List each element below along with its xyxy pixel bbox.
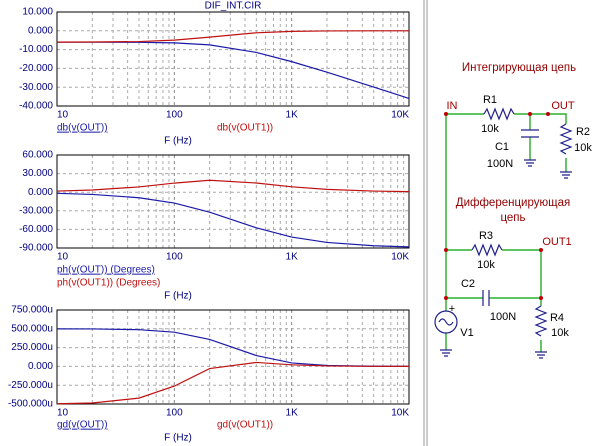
plot-frame	[56, 154, 410, 249]
x-tick-label: 100	[166, 408, 183, 419]
legend-label: gd(v(OUT))	[57, 420, 108, 431]
chart-title: DIF_INT.CIR	[205, 1, 262, 12]
x-tick-label: 100	[166, 252, 183, 263]
x-tick-label: 10	[57, 110, 69, 121]
y-tick-label: -500.000u	[8, 399, 53, 410]
y-tick-label: 0.000	[28, 361, 53, 372]
component-value: 10k	[574, 142, 592, 154]
integrator-title: Интегрирующая цепь	[462, 62, 576, 74]
resistor-r1	[483, 107, 515, 121]
y-tick-label: -60.000	[19, 224, 53, 235]
schematic: Интегрирующая цепь IN R1 10k OUT C1 100N…	[434, 62, 592, 359]
node-label: OUT1	[542, 236, 571, 248]
differentiator-title: Дифференцирующая цепь	[455, 197, 571, 224]
resistor-r3	[471, 243, 503, 257]
plot-area	[57, 12, 409, 106]
resistor-r2	[561, 124, 571, 158]
plots: 10.000 0.000 -10.000 -20.000 -30.000 -40.000 1…	[8, 1, 410, 444]
component-value: 10k	[551, 327, 569, 339]
y-tick-label: 60.000	[22, 150, 53, 161]
series-line	[56, 192, 410, 248]
x-tick-label: 10K	[391, 110, 409, 121]
legend-label: gd(v(OUT1))	[217, 420, 273, 431]
capacitor-c1	[521, 129, 539, 138]
plot-area	[57, 155, 409, 248]
legend-label: db(v(OUT))	[57, 123, 108, 134]
plot-area	[57, 310, 409, 404]
x-tick-label: 1K	[286, 252, 299, 263]
component-label: V1	[460, 327, 473, 339]
grounds-top	[524, 159, 572, 179]
y-tick-label: 750.000u	[11, 305, 53, 316]
series-line	[56, 179, 410, 193]
series-line	[56, 361, 410, 405]
y-tick-label: -30.000	[19, 82, 53, 93]
y-tick-label: 250.000u	[11, 342, 53, 353]
y-tick-label: -30.000	[19, 205, 53, 216]
component-value: 100N	[490, 311, 516, 323]
y-tick-label: -250.000u	[8, 380, 53, 391]
source-v1	[434, 310, 458, 334]
source-symbol	[438, 318, 454, 326]
y-tick-label: -90.000	[19, 243, 53, 254]
legend-label: db(v(OUT1))	[217, 123, 273, 134]
series-line	[56, 30, 410, 43]
component-label: R3	[479, 230, 493, 242]
capacitor-c2	[482, 290, 490, 306]
x-tick-label: 10K	[391, 408, 409, 419]
node-label: IN	[447, 100, 458, 112]
component-label: C2	[461, 278, 475, 290]
x-tick-label: 10	[57, 408, 69, 419]
component-label: R4	[550, 312, 564, 324]
y-tick-label: -10.000	[19, 44, 53, 55]
x-tick-label: 10K	[391, 252, 409, 263]
resistor-r4	[534, 305, 548, 337]
x-axis-label: F (Hz)	[164, 433, 192, 444]
node-label: OUT	[551, 100, 575, 112]
component-value: 100N	[487, 158, 513, 170]
y-tick-label: 30.000	[22, 168, 53, 179]
y-tick-label: 0.000	[28, 187, 53, 198]
legend-label: ph(v(OUT1)) (Degrees)	[57, 278, 160, 289]
x-tick-label: 100	[166, 110, 183, 121]
y-tick-label: 500.000u	[11, 323, 53, 334]
x-tick-label: 1K	[286, 408, 299, 419]
y-tick-label: 10.000	[22, 7, 53, 18]
component-value: 10k	[481, 123, 499, 135]
component-label: C1	[495, 141, 509, 153]
y-tick-label: 0.000	[28, 25, 53, 36]
x-axis-label: F (Hz)	[164, 291, 192, 302]
component-label: R2	[576, 126, 590, 138]
x-tick-label: 10	[57, 252, 69, 263]
nodes	[444, 112, 550, 300]
plot-frame	[56, 309, 410, 405]
x-axis-label: F (Hz)	[164, 136, 192, 147]
differentiator-title-box: Дифференцирующая цепь	[455, 197, 571, 224]
x-tick-label: 1K	[286, 110, 299, 121]
grounds-bottom	[440, 349, 547, 359]
component-label: R1	[483, 94, 497, 106]
polarity: +	[449, 303, 455, 315]
y-tick-label: -20.000	[19, 63, 53, 74]
plot-frame	[56, 11, 410, 107]
component-value: 10k	[477, 259, 495, 271]
y-tick-label: -40.000	[19, 101, 53, 112]
legend-label: ph(v(OUT)) (Degrees)	[57, 265, 155, 276]
